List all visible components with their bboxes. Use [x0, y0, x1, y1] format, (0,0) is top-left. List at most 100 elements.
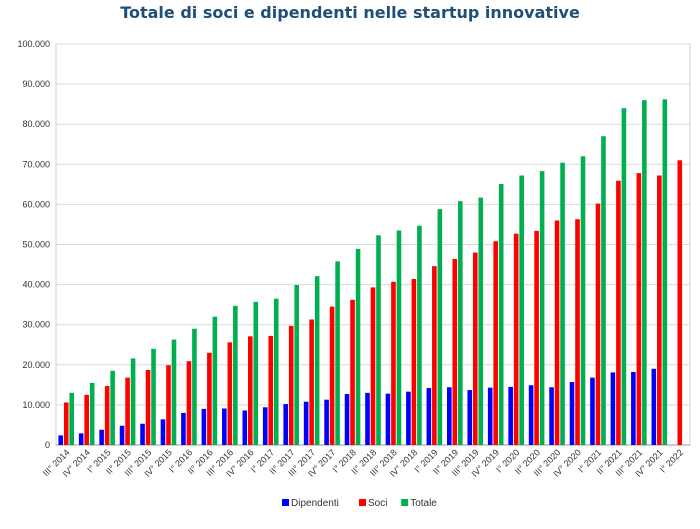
bar-soci	[370, 287, 376, 445]
y-tick-label: 100.000	[17, 39, 50, 49]
bar-dipendenti	[549, 387, 554, 445]
bar-totale	[69, 392, 75, 445]
bar-soci	[186, 361, 192, 445]
bar-totale	[621, 108, 627, 445]
chart-title: Totale di soci e dipendenti nelle startu…	[120, 3, 580, 22]
bar-totale	[642, 100, 647, 445]
bar-soci	[350, 299, 355, 445]
bar-totale	[192, 328, 197, 445]
bar-totale	[294, 285, 299, 445]
bar-dipendenti	[58, 435, 64, 445]
bar-dipendenti	[119, 425, 125, 445]
legend-swatch-dipendenti	[282, 499, 289, 506]
y-tick-label: 20.000	[22, 360, 50, 370]
bar-soci	[329, 306, 335, 445]
bar-soci	[636, 173, 642, 445]
bar-dipendenti	[590, 377, 595, 445]
legend-swatch-soci	[359, 499, 366, 506]
y-tick-label: 10.000	[22, 400, 50, 410]
bar-soci	[391, 281, 396, 445]
bar-soci	[513, 233, 519, 445]
bar-totale	[212, 316, 218, 445]
bar-soci	[554, 220, 560, 445]
legend-label: Dipendenti	[291, 498, 339, 509]
bar-dipendenti	[651, 368, 657, 445]
y-tick-label: 90.000	[22, 79, 50, 89]
bar-totale	[580, 156, 586, 445]
bar-dipendenti	[610, 372, 616, 445]
y-tick-label: 80.000	[22, 119, 50, 129]
bar-totale	[519, 175, 524, 445]
bar-totale	[130, 358, 136, 445]
bar-totale	[498, 183, 504, 445]
bar-soci	[534, 230, 539, 445]
bar-soci	[63, 402, 69, 445]
bar-totale	[335, 261, 340, 445]
bar-soci	[247, 336, 253, 445]
bar-soci	[207, 352, 212, 445]
bar-soci	[657, 175, 662, 445]
bar-dipendenti	[242, 410, 248, 445]
bar-soci	[493, 241, 499, 445]
bar-dipendenti	[78, 433, 84, 445]
legend-label: Soci	[368, 498, 387, 509]
bar-totale	[151, 348, 156, 445]
bar-soci	[84, 394, 89, 445]
bar-dipendenti	[528, 385, 534, 445]
bar-totale	[437, 209, 443, 445]
bar-soci	[145, 370, 151, 445]
bar-soci	[411, 278, 417, 445]
bar-dipendenti	[140, 423, 145, 445]
bar-totale	[662, 99, 668, 445]
bar-dipendenti	[508, 386, 513, 445]
bar-dipendenti	[447, 387, 452, 445]
bar-totale	[110, 370, 115, 445]
bar-soci	[268, 335, 274, 445]
bar-totale	[233, 305, 238, 445]
bar-totale	[89, 382, 95, 445]
bar-soci	[616, 180, 621, 445]
legend-swatch-totale	[401, 499, 409, 506]
y-tick-label: 70.000	[22, 159, 50, 169]
bar-dipendenti	[181, 412, 186, 445]
bar-dipendenti	[569, 382, 575, 445]
bar-totale	[539, 171, 545, 445]
bar-soci	[288, 325, 294, 445]
legend-label: Totale	[410, 498, 437, 509]
bar-soci	[472, 252, 478, 445]
bar-soci	[125, 377, 130, 445]
bar-dipendenti	[303, 401, 309, 445]
bar-dipendenti	[222, 408, 227, 445]
bar-dipendenti	[365, 392, 370, 445]
bar-totale	[560, 162, 565, 446]
y-tick-label: 40.000	[22, 280, 50, 290]
bar-dipendenti	[385, 393, 391, 445]
bar-totale	[171, 339, 177, 445]
bar-dipendenti	[467, 390, 473, 445]
bar-totale	[478, 197, 484, 445]
bar-totale	[273, 298, 279, 445]
y-tick-label: 30.000	[22, 320, 50, 330]
bar-dipendenti	[406, 391, 411, 445]
bar-dipendenti	[283, 404, 288, 445]
y-tick-label: 50.000	[22, 240, 50, 250]
bar-dipendenti	[160, 419, 166, 445]
bar-soci	[575, 219, 580, 445]
bar-totale	[376, 235, 381, 445]
bar-dipendenti	[344, 394, 350, 445]
y-tick-label: 0	[45, 440, 50, 450]
bar-totale	[253, 301, 259, 445]
bar-dipendenti	[426, 388, 432, 445]
bar-dipendenti	[324, 399, 329, 445]
bar-soci	[452, 258, 458, 445]
bar-totale	[601, 136, 606, 446]
bar-soci	[227, 342, 233, 445]
bar-dipendenti	[262, 407, 268, 445]
bar-soci	[104, 386, 110, 445]
bar-totale	[396, 230, 402, 445]
bar-soci	[166, 365, 171, 445]
bar-totale	[314, 276, 320, 445]
bar-totale	[417, 225, 422, 445]
y-tick-label: 60.000	[22, 199, 50, 209]
